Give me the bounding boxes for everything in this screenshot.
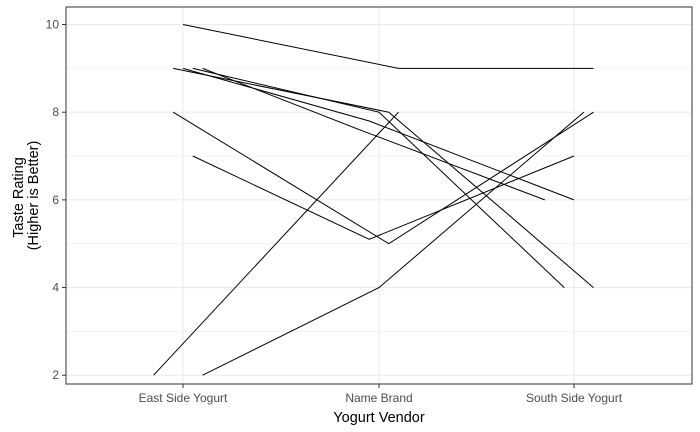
series-line-6: [172, 111, 594, 245]
series-line-2: [173, 67, 594, 288]
series-line-5: [202, 67, 545, 201]
series-line-3: [192, 67, 565, 288]
series-line-1: [182, 24, 594, 69]
series-lines: [153, 24, 594, 376]
series-line-8: [153, 111, 399, 376]
series-line-4: [182, 67, 575, 201]
x-axis-title: Yogurt Vendor: [333, 410, 425, 426]
y-tick-label: 4: [52, 281, 59, 295]
x-tick-label: Name Brand: [345, 391, 412, 405]
y-axis-title: Taste Rating (Higher is Better): [11, 141, 42, 251]
series-line-9: [202, 111, 585, 376]
x-tick-label: East Side Yogurt: [139, 391, 228, 405]
y-tick-label: 8: [52, 105, 59, 119]
y-tick-label: 10: [46, 18, 60, 32]
y-tick-label: 2: [52, 368, 59, 382]
y-axis: 2 4 6 8 10: [46, 18, 66, 382]
y-axis-title-line-1: Taste Rating: [11, 157, 27, 238]
y-axis-title-line-2: (Higher is Better): [26, 141, 42, 251]
series-line-7: [192, 155, 575, 240]
x-tick-label: South Side Yogurt: [526, 391, 623, 405]
x-axis: East Side Yogurt Name Brand South Side Yog…: [139, 384, 623, 405]
y-tick-label: 6: [52, 193, 59, 207]
